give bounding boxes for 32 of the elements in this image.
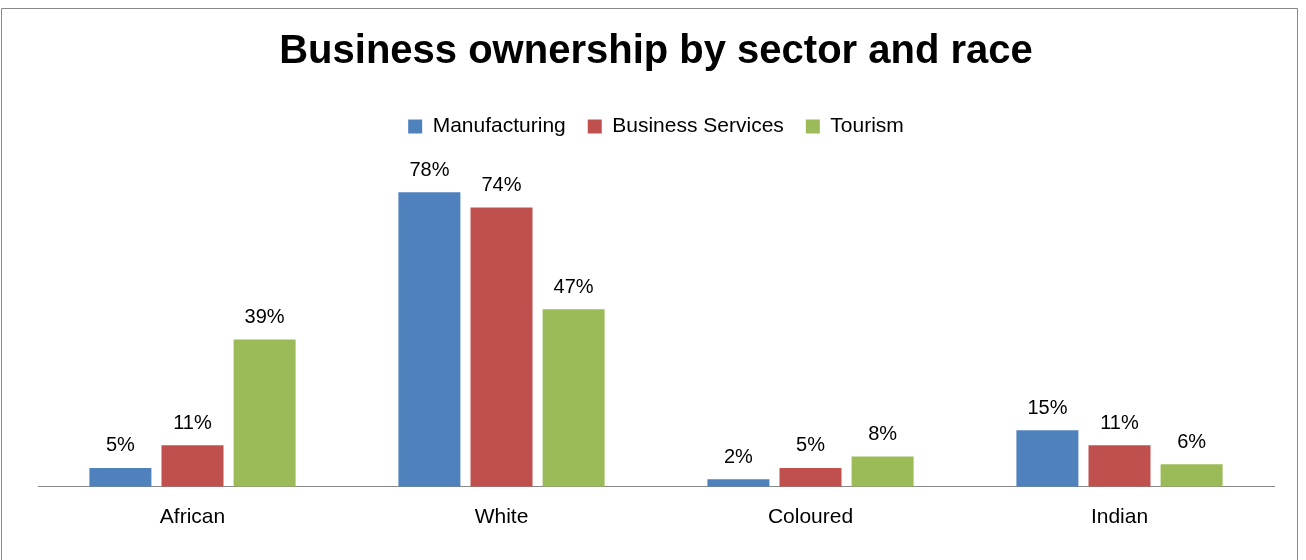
bar [542,309,605,487]
chart-title: Business ownership by sector and race [279,27,1033,72]
bar [707,479,770,487]
data-label: 47% [553,274,594,297]
bar [1160,464,1223,487]
bar [1016,430,1079,487]
data-label: 39% [244,305,285,328]
legend-label: Business Services [612,113,784,137]
bar [233,339,296,487]
data-label: 11% [173,410,212,433]
data-label: 5% [105,433,136,456]
bar [851,456,914,487]
x-tick-label: White [474,504,529,528]
bar [89,467,152,487]
data-label: 6% [1177,429,1207,452]
bar [398,192,461,487]
legend-label: Tourism [830,113,904,137]
bar [1088,445,1151,487]
legend-label: Manufacturing [432,113,566,137]
bar [779,467,842,487]
data-label: 8% [868,422,898,445]
data-label: 15% [1027,395,1068,418]
bar [470,207,533,487]
data-label: 11% [1100,410,1139,433]
x-tick-label: Coloured [767,504,854,528]
data-label: 74% [481,172,522,195]
data-label: 5% [796,433,826,456]
x-tick-label: African [159,504,226,528]
x-tick-label: Indian [1090,504,1149,528]
bar [161,445,224,487]
data-label: 78% [409,157,450,180]
data-label: 2% [723,444,754,467]
